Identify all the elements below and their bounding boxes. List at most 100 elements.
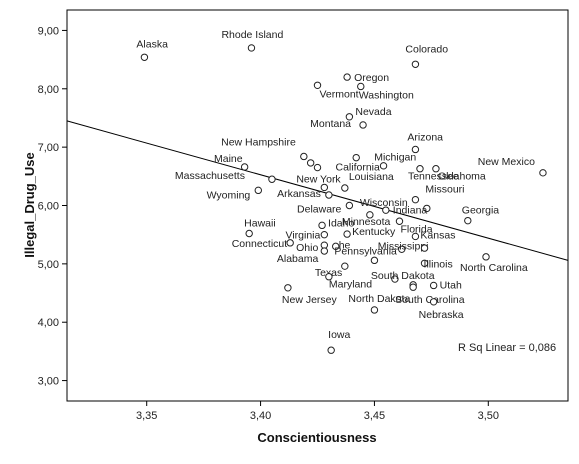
point-label: New Hampshire [221,136,296,148]
scatter-point [429,298,438,306]
y-tick-label: 9,00 [38,25,59,37]
scatter-point [313,163,322,172]
point-label: Mississippi [378,240,429,252]
scatter-point [464,216,472,225]
scatter-point [411,232,420,241]
point-label: Vermont [320,88,359,100]
scatter-point [286,239,294,247]
scatter-point [420,244,429,252]
scatter-point [366,211,374,219]
scatter-point [268,175,276,183]
x-tick-label: 3,45 [364,410,385,422]
y-tick-label: 8,00 [38,84,59,96]
point-label: Massachusetts [175,170,245,182]
point-label: Ohio [296,242,318,254]
scatter-point [343,73,351,81]
scatter-point [432,165,440,173]
scatter-point [345,201,354,210]
scatter-point [320,230,329,239]
scatter-point [395,217,404,225]
point-label: Iowa [328,329,350,341]
scatter-point [320,183,329,192]
point-label: Colorado [405,43,448,55]
scatter-point [325,272,333,281]
point-label: North Carolina [460,262,528,274]
scatter-point [341,262,349,270]
point-label: Rhode Island [221,29,283,41]
scatter-point [306,159,315,167]
point-label: Wisconsin [360,197,408,209]
x-tick-label: 3,40 [250,410,271,422]
point-label: Maine [214,153,243,165]
scatter-point [327,346,335,354]
x-tick-label: 3,35 [136,410,157,422]
point-label: Alabama [277,253,319,265]
point-label: Oregon [354,72,389,84]
y-tick-label: 6,00 [38,201,59,213]
point-label: Nevada [355,106,391,118]
point-label: Connecticut [232,238,288,250]
scatter-point [370,306,379,314]
scatter-point [429,281,438,290]
point-label: he [339,239,351,251]
y-tick-label: 4,00 [38,317,59,329]
y-axis-title: Illegal_Drug_Use [22,152,37,258]
scatter-point [300,152,308,161]
point-label: Indiana [393,204,428,216]
scatter-point [398,245,406,253]
scatter-point [391,275,399,283]
scatter-point [254,186,262,195]
scatter-point [420,259,429,267]
y-tick-label: 7,00 [38,142,59,154]
point-label: Montana [310,118,351,130]
scatter-point [345,113,354,121]
x-axis-title: Conscientiousness [257,430,376,445]
point-label: California [336,162,381,174]
point-label: Michigan [374,152,416,164]
point-label: New Mexico [478,156,535,168]
x-axis: 3,35 3,40 3,45 3,50 [136,401,499,422]
point-label: New York [296,173,341,185]
scatter-point [352,153,360,162]
scatter-point [379,162,388,170]
point-label: Illinois [424,258,453,270]
scatter-point [382,206,390,214]
scatter-point [343,230,351,238]
scatter-point [247,44,256,52]
scatter-point [411,60,420,68]
scatter-point [409,283,417,291]
point-label: Florida [400,223,432,235]
point-label: Utah [440,279,462,291]
point-label: Oklahoma [438,171,486,183]
r-squared-annotation: R Sq Linear = 0,086 [458,342,556,354]
point-label: Minnesota [342,216,391,228]
scatter-point [332,242,340,251]
point-label: Pennsylvania [334,245,397,257]
point-label: Georgia [462,205,500,217]
scatter-point [482,253,490,261]
point-label: South Carolina [395,294,465,306]
scatter-point [325,191,333,199]
x-tick-label: 3,50 [478,410,499,422]
scatter-point [245,229,253,238]
scatter-point [539,169,547,177]
point-label: Alaska [136,38,168,50]
point-label: Washington [359,89,414,101]
scatter-point [341,184,349,192]
scatter-point [140,53,149,61]
scatter-point [411,145,420,154]
point-label: Maryland [329,279,372,291]
regression-line [66,120,569,261]
scatter-point [416,165,424,173]
scatter-point [240,163,249,171]
point-label: Virginia [286,230,321,242]
scatter-point [284,284,292,292]
y-tick-label: 5,00 [38,259,59,271]
point-label: Louisiana [349,171,394,183]
scatter-point [370,256,379,265]
point-label: South Dakota [371,270,435,282]
scatter-point [359,121,367,129]
